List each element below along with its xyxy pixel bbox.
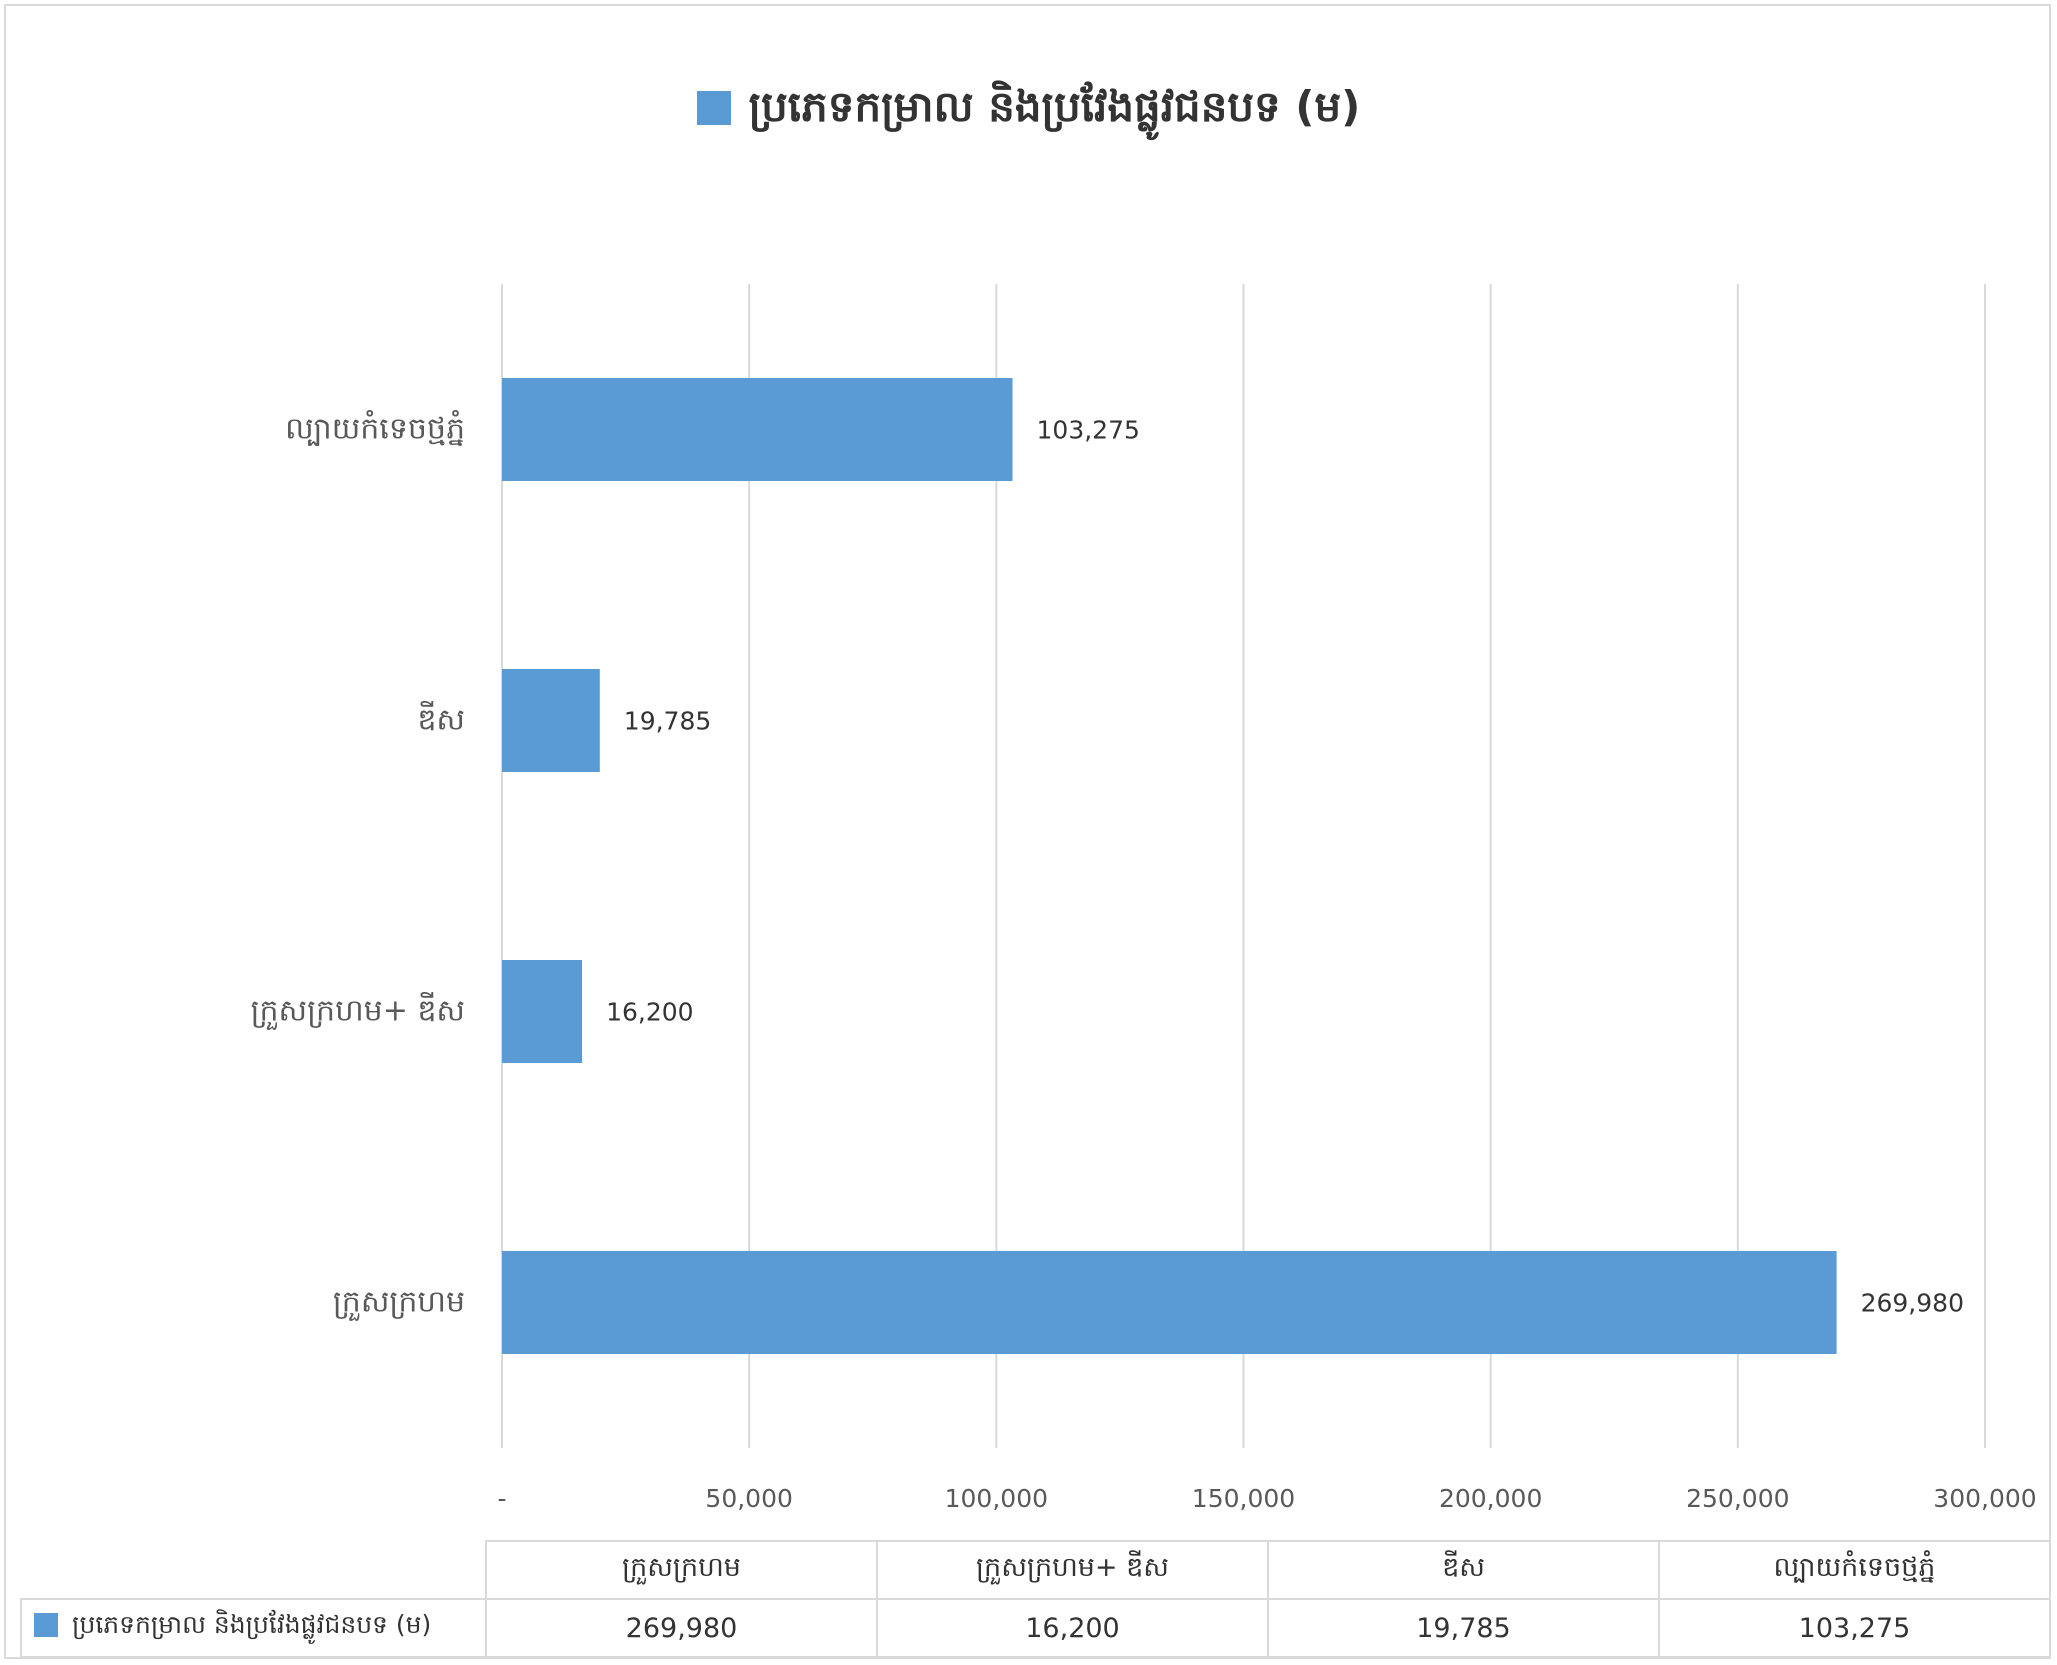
data-table-header-row: ក្រួសក្រហម ក្រួសក្រហម+ ឌីស ឌីស ល្បាយកំទេ… — [21, 1540, 2051, 1600]
bar-value-label: 16,200 — [606, 998, 693, 1027]
bars: 269,980 16,200 19,785 103,275 — [502, 378, 1964, 1354]
x-tick-label: 50,000 — [705, 1484, 792, 1513]
data-table-value: 103,275 — [1658, 1598, 2051, 1658]
legend-swatch — [696, 91, 731, 125]
data-table-value-row: ប្រភេទកម្រាល និងប្រវែងផ្លូវជនបទ (ម) 269,… — [20, 1598, 2051, 1658]
data-table: ក្រួសក្រហម ក្រួសក្រហម+ ឌីស ឌីស ល្បាយកំទេ… — [20, 1540, 2051, 1658]
bar-value-label: 19,785 — [624, 707, 711, 736]
chart-title: ប្រភេទកម្រាល និងប្រវែងផ្លូវជនបទ (ម) — [748, 82, 1361, 131]
category-label: ឌីស — [417, 701, 465, 738]
data-table-corner — [21, 1541, 487, 1600]
data-table-value: 16,200 — [876, 1598, 1269, 1658]
category-labels: ក្រួសក្រហម ក្រួសក្រហម+ ឌីស ឌីស ល្បាយកំទេចថ្… — [251, 410, 465, 1322]
x-tick-label: 300,000 — [1933, 1484, 2036, 1513]
x-tick-label: 200,000 — [1439, 1484, 1542, 1513]
bar — [502, 1251, 1837, 1354]
series-name: ប្រភេទកម្រាល និងប្រវែងផ្លូវជនបទ (ម) — [72, 1610, 432, 1639]
bar-value-label: 103,275 — [1037, 416, 1140, 445]
bar-value-label: 269,980 — [1861, 1289, 1964, 1318]
x-axis-ticks: - 50,000 100,000 150,000 200,000 250,000 300,0… — [497, 1484, 2036, 1513]
data-table-category: ល្បាយកំទេចថ្មភ្នំ — [1658, 1540, 2051, 1600]
x-tick-label: 100,000 — [945, 1484, 1048, 1513]
bar — [502, 378, 1013, 481]
category-label: ក្រួសក្រហម — [333, 1285, 465, 1322]
category-label: ក្រួសក្រហម+ ឌីស — [251, 992, 465, 1031]
legend-swatch — [34, 1613, 58, 1637]
category-label: ល្បាយកំទេចថ្មភ្នំ — [285, 410, 465, 447]
x-tick-label: - — [497, 1484, 506, 1513]
data-table-series-name: ប្រភេទកម្រាល និងប្រវែងផ្លូវជនបទ (ម) — [20, 1598, 487, 1658]
data-table-value: 269,980 — [485, 1598, 878, 1658]
chart-frame — [4, 4, 2051, 1659]
data-table-category: ក្រួសក្រហម — [485, 1540, 878, 1600]
bar — [502, 669, 600, 772]
x-tick-label: 150,000 — [1192, 1484, 1295, 1513]
chart-title-block: ប្រភេទកម្រាល និងប្រវែងផ្លូវជនបទ (ម) — [0, 80, 2057, 142]
data-table-category: ក្រួសក្រហម+ ឌីស — [876, 1540, 1269, 1600]
data-table-category: ឌីស — [1267, 1540, 1660, 1600]
bar — [502, 960, 583, 1063]
data-table-value: 19,785 — [1267, 1598, 1660, 1658]
x-tick-label: 250,000 — [1686, 1484, 1789, 1513]
